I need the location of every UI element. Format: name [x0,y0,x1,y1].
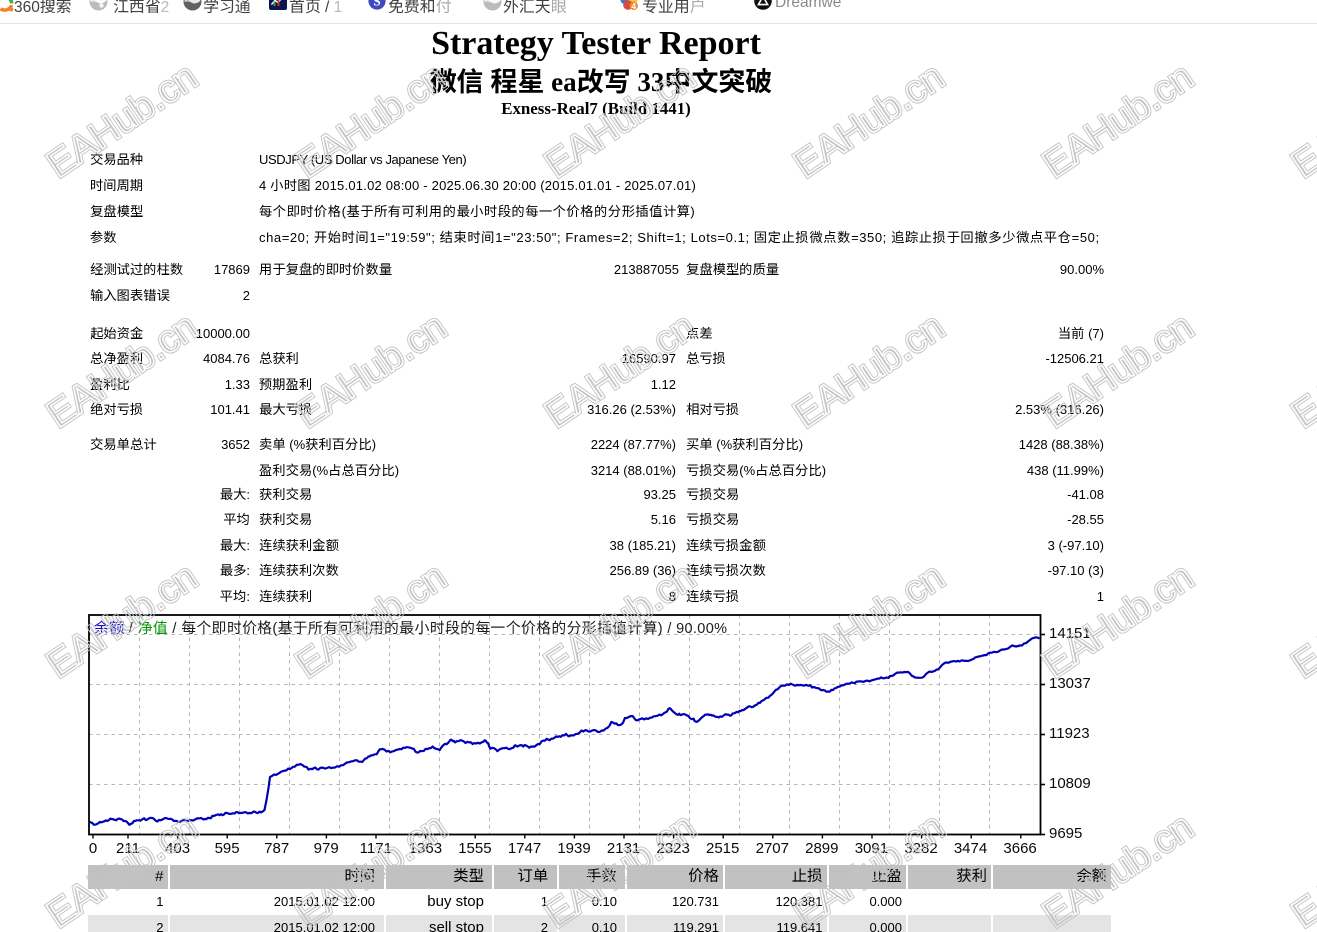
svg-text:S: S [373,0,380,9]
svg-text:4: 4 [631,1,636,11]
